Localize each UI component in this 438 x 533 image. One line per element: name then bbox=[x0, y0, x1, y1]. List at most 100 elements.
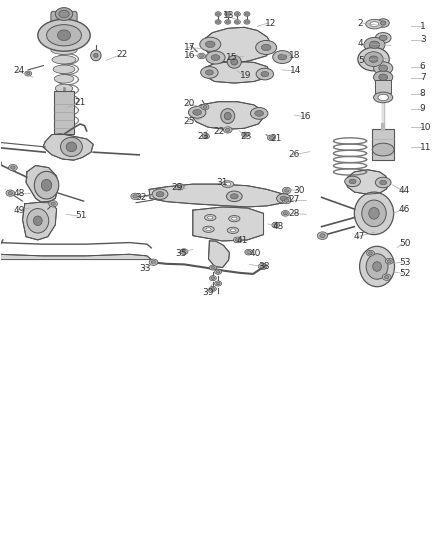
Ellipse shape bbox=[224, 112, 231, 120]
Ellipse shape bbox=[60, 138, 82, 157]
Ellipse shape bbox=[244, 20, 250, 24]
Ellipse shape bbox=[226, 128, 230, 132]
Ellipse shape bbox=[54, 75, 74, 83]
Ellipse shape bbox=[226, 21, 229, 23]
Bar bbox=[372, 130, 394, 160]
Ellipse shape bbox=[285, 199, 289, 202]
Text: 53: 53 bbox=[399, 258, 410, 266]
Ellipse shape bbox=[211, 266, 215, 269]
Text: 22: 22 bbox=[214, 127, 225, 136]
Text: 21: 21 bbox=[74, 98, 85, 107]
Ellipse shape bbox=[236, 13, 239, 15]
Ellipse shape bbox=[177, 185, 182, 188]
Ellipse shape bbox=[223, 127, 232, 133]
Ellipse shape bbox=[156, 191, 164, 197]
Ellipse shape bbox=[208, 216, 213, 219]
Ellipse shape bbox=[215, 20, 221, 24]
Ellipse shape bbox=[200, 54, 204, 58]
Ellipse shape bbox=[230, 229, 236, 232]
Polygon shape bbox=[346, 169, 389, 194]
Polygon shape bbox=[204, 27, 272, 63]
Bar bbox=[54, 91, 74, 134]
Ellipse shape bbox=[94, 53, 98, 58]
Ellipse shape bbox=[211, 277, 215, 279]
Ellipse shape bbox=[381, 21, 386, 25]
Text: 52: 52 bbox=[399, 269, 410, 278]
Ellipse shape bbox=[245, 249, 253, 255]
Ellipse shape bbox=[233, 237, 241, 243]
Ellipse shape bbox=[151, 261, 155, 264]
Ellipse shape bbox=[261, 71, 269, 77]
Ellipse shape bbox=[378, 94, 389, 101]
Ellipse shape bbox=[206, 51, 225, 64]
Ellipse shape bbox=[364, 52, 383, 67]
Ellipse shape bbox=[227, 55, 241, 68]
Polygon shape bbox=[22, 201, 57, 240]
Ellipse shape bbox=[25, 71, 32, 76]
Ellipse shape bbox=[317, 232, 328, 239]
Ellipse shape bbox=[261, 44, 271, 51]
Ellipse shape bbox=[345, 176, 360, 187]
Text: 40: 40 bbox=[250, 249, 261, 258]
Text: 7: 7 bbox=[420, 73, 426, 82]
Text: 3: 3 bbox=[420, 35, 426, 44]
Ellipse shape bbox=[26, 72, 30, 75]
Ellipse shape bbox=[211, 287, 215, 290]
Ellipse shape bbox=[216, 282, 220, 285]
Ellipse shape bbox=[373, 262, 381, 271]
Ellipse shape bbox=[11, 166, 15, 169]
Text: 41: 41 bbox=[237, 237, 248, 246]
Ellipse shape bbox=[255, 110, 264, 116]
Text: 21: 21 bbox=[271, 134, 282, 143]
Ellipse shape bbox=[33, 216, 42, 225]
Text: 30: 30 bbox=[293, 186, 305, 195]
Ellipse shape bbox=[227, 227, 239, 233]
Ellipse shape bbox=[204, 135, 208, 138]
Ellipse shape bbox=[375, 177, 391, 188]
Ellipse shape bbox=[209, 276, 216, 281]
Text: 28: 28 bbox=[289, 209, 300, 218]
Ellipse shape bbox=[283, 212, 287, 215]
Ellipse shape bbox=[366, 19, 383, 29]
Text: 23: 23 bbox=[241, 132, 252, 141]
Text: 4: 4 bbox=[358, 39, 364, 48]
Text: 33: 33 bbox=[140, 264, 151, 272]
Ellipse shape bbox=[272, 222, 280, 228]
Ellipse shape bbox=[215, 281, 222, 286]
Ellipse shape bbox=[198, 53, 205, 59]
Ellipse shape bbox=[374, 71, 393, 84]
Ellipse shape bbox=[273, 51, 292, 63]
Ellipse shape bbox=[51, 46, 77, 54]
Ellipse shape bbox=[369, 56, 378, 62]
Ellipse shape bbox=[182, 250, 186, 253]
Text: 26: 26 bbox=[289, 150, 300, 159]
Text: 9: 9 bbox=[420, 104, 426, 113]
Ellipse shape bbox=[51, 202, 55, 205]
Text: 10: 10 bbox=[420, 123, 431, 132]
Ellipse shape bbox=[251, 108, 268, 119]
Ellipse shape bbox=[52, 55, 76, 64]
Text: 46: 46 bbox=[399, 205, 410, 214]
Ellipse shape bbox=[369, 207, 379, 219]
Ellipse shape bbox=[367, 251, 374, 256]
Ellipse shape bbox=[234, 12, 240, 16]
Polygon shape bbox=[43, 134, 93, 160]
Ellipse shape bbox=[8, 191, 12, 195]
Ellipse shape bbox=[201, 67, 218, 78]
Ellipse shape bbox=[217, 13, 219, 15]
Ellipse shape bbox=[91, 50, 101, 61]
Text: 32: 32 bbox=[135, 193, 147, 202]
Ellipse shape bbox=[225, 12, 231, 16]
Ellipse shape bbox=[193, 109, 201, 115]
Ellipse shape bbox=[57, 30, 71, 41]
Ellipse shape bbox=[216, 271, 220, 273]
Ellipse shape bbox=[370, 22, 379, 27]
Ellipse shape bbox=[379, 65, 388, 71]
Ellipse shape bbox=[231, 59, 238, 65]
Text: 14: 14 bbox=[290, 67, 301, 75]
Text: 43: 43 bbox=[272, 222, 284, 231]
Ellipse shape bbox=[374, 62, 393, 75]
Ellipse shape bbox=[235, 238, 239, 241]
Ellipse shape bbox=[285, 189, 289, 192]
Ellipse shape bbox=[206, 228, 211, 231]
